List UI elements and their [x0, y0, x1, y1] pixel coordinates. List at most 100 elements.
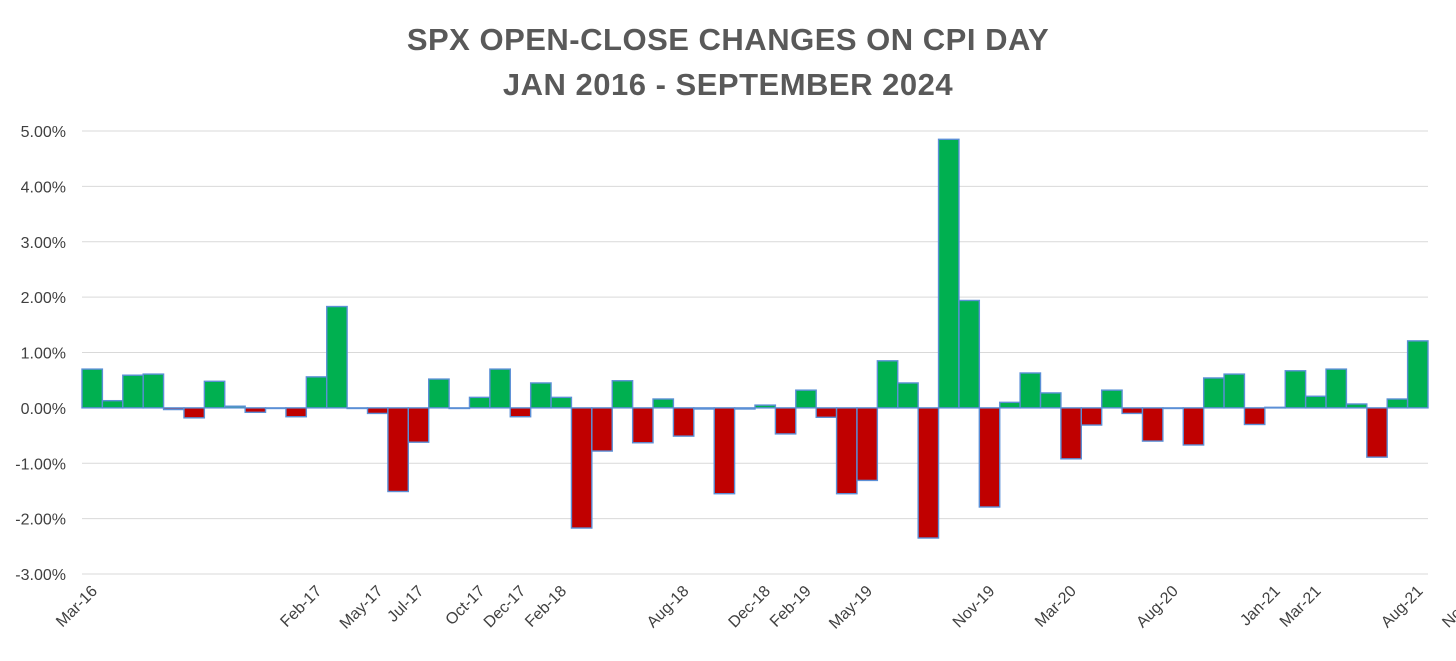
- x-tick-label: Nov-19: [950, 583, 999, 632]
- bar-Oct-16: [224, 405, 246, 409]
- x-tick-label: Feb-18: [522, 583, 570, 631]
- bar-Apr-19: [835, 407, 858, 495]
- y-tick-label: 3.00%: [21, 235, 66, 252]
- bar-Aug-18: [672, 407, 695, 437]
- x-tick-label: Aug-18: [644, 583, 693, 632]
- x-tick-label: Jul-17: [384, 583, 427, 626]
- bar-May-17: [366, 407, 389, 415]
- bar-Oct-20: [1202, 377, 1225, 409]
- bar-Sep-18: [693, 407, 715, 410]
- bar-May-18: [611, 380, 634, 409]
- bar-Jul-20: [1141, 407, 1164, 442]
- bar-Apr-17: [346, 407, 369, 410]
- bar-Jun-18: [631, 407, 654, 444]
- x-tick-label: Mar-21: [1277, 583, 1325, 631]
- x-tick-label: Dec-18: [726, 583, 775, 632]
- bar-Jan-19: [774, 407, 797, 435]
- bar-Apr-18: [591, 407, 613, 452]
- chart-title-line-1: SPX OPEN-CLOSE CHANGES ON CPI DAY: [406, 22, 1050, 57]
- bar-Aug-20: [1162, 407, 1184, 410]
- gridlines: [82, 130, 1428, 575]
- bar-Feb-18: [550, 396, 573, 409]
- y-tick-label: 2.00%: [21, 290, 66, 307]
- bar-Oct-17: [468, 396, 491, 409]
- x-tick-label: Jan-21: [1237, 583, 1284, 630]
- bar-May-21: [1345, 403, 1368, 409]
- bar-Jun-17: [387, 407, 410, 493]
- bar-Mar-19: [815, 407, 838, 418]
- bar-Apr-16: [101, 399, 124, 409]
- y-tick-label: 1.00%: [21, 346, 66, 363]
- bar-Nov-16: [244, 407, 267, 414]
- y-tick-label: 5.00%: [21, 124, 66, 141]
- bar-Dec-16: [264, 407, 287, 410]
- x-tick-label: May-19: [826, 583, 876, 633]
- x-tick-label: Aug-20: [1133, 583, 1182, 632]
- bar-Aug-21: [1406, 340, 1429, 409]
- bar-Dec-17: [509, 407, 532, 418]
- bar-Mar-21: [1304, 395, 1327, 409]
- bar-Jan-18: [529, 382, 552, 409]
- bar-Jun-21: [1366, 407, 1388, 458]
- bar-Jun-19: [876, 360, 899, 409]
- bar-Jul-18: [652, 398, 675, 409]
- bar-Feb-17: [305, 376, 328, 409]
- bar-Nov-20: [1223, 373, 1246, 409]
- x-tick-label: Mar-16: [53, 583, 101, 631]
- bar-Oct-18: [713, 407, 736, 495]
- bar-Sep-16: [203, 380, 226, 409]
- bar-Dec-20: [1243, 407, 1266, 426]
- x-tick-label: Nov-21: [1439, 583, 1456, 632]
- bar-Aug-19: [917, 407, 940, 539]
- y-tick-label: 0.00%: [21, 401, 66, 418]
- bar-Jan-20: [1019, 372, 1042, 409]
- bar-Mar-16: [81, 368, 104, 409]
- y-axis-labels: -3.00% -2.00% -1.00% 0.00% 1.00% 2.00% 3.00% 4.…: [15, 124, 66, 584]
- bar-Sep-20: [1182, 407, 1205, 446]
- x-tick-label: Dec-17: [481, 583, 530, 632]
- bar-Apr-21: [1325, 368, 1348, 409]
- bar-Aug-17: [428, 378, 450, 409]
- y-tick-label: -3.00%: [15, 567, 66, 584]
- bar-Sep-17: [448, 407, 471, 410]
- x-tick-label: Feb-19: [767, 583, 815, 631]
- x-tick-label: May-17: [337, 583, 387, 633]
- bar-Jul-17: [407, 407, 430, 443]
- y-tick-label: 4.00%: [21, 179, 66, 196]
- y-tick-label: -1.00%: [15, 456, 66, 473]
- x-tick-label: Mar-20: [1032, 583, 1080, 631]
- x-tick-label: Aug-21: [1378, 583, 1427, 632]
- bar-Jun-16: [142, 373, 165, 409]
- bar-Feb-19: [795, 389, 817, 409]
- bar-May-16: [122, 374, 144, 409]
- bar-Jul-19: [897, 382, 919, 409]
- bar-Mar-17: [326, 305, 348, 409]
- bar-Apr-20: [1080, 407, 1103, 426]
- bar-Oct-19: [958, 299, 981, 409]
- bar-Jan-21: [1264, 406, 1286, 409]
- bar-Jun-20: [1121, 407, 1144, 415]
- x-tick-label: Oct-17: [443, 583, 489, 629]
- bar-Dec-19: [999, 401, 1021, 409]
- bar-Aug-16: [183, 407, 206, 419]
- y-tick-label: -2.00%: [15, 512, 66, 529]
- chart-title-line-2: JAN 2016 - SEPTEMBER 2024: [502, 67, 954, 102]
- bar-Dec-18: [754, 404, 777, 409]
- bar-Feb-21: [1284, 370, 1307, 409]
- bar-Jul-21: [1386, 398, 1409, 409]
- bar-May-20: [1100, 389, 1123, 409]
- bar-Nov-19: [978, 407, 1001, 508]
- bar-Jul-16: [162, 407, 185, 411]
- bar-Mar-18: [570, 407, 593, 529]
- bar-May-19: [856, 407, 879, 482]
- bar-Sep-19: [937, 138, 960, 409]
- bar-Mar-20: [1060, 407, 1083, 460]
- x-tick-label: Feb-17: [277, 583, 325, 631]
- bar-Feb-20: [1039, 392, 1062, 409]
- bar-Nov-17: [489, 368, 511, 409]
- bar-Jan-17: [285, 407, 308, 418]
- bar-Nov-18: [733, 407, 756, 410]
